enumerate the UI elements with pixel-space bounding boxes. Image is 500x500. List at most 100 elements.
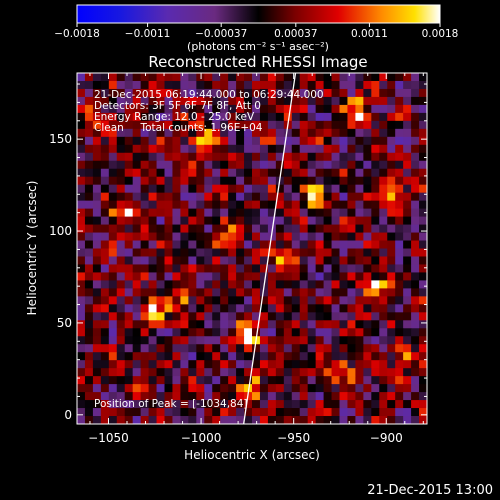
- heatmap-cell: [275, 352, 285, 361]
- heatmap-cell: [347, 280, 356, 289]
- heatmap-cell: [188, 360, 197, 369]
- heatmap-cell: [236, 280, 245, 289]
- heatmap-cell: [100, 224, 110, 233]
- heatmap-cell: [132, 120, 142, 130]
- heatmap-cell: [244, 376, 253, 385]
- heatmap-cell: [156, 264, 165, 273]
- heatmap-cell: [212, 136, 221, 146]
- heatmap-cell: [124, 88, 134, 98]
- heatmap-cell: [371, 352, 380, 361]
- heatmap-cell: [299, 152, 309, 162]
- heatmap-cell: [403, 128, 412, 138]
- heatmap-cell: [395, 400, 404, 409]
- heatmap-cell: [403, 296, 412, 305]
- y-tick-label: 100: [49, 224, 72, 238]
- heatmap-cell: [92, 392, 102, 401]
- heatmap-cell: [267, 73, 277, 82]
- x-axis-label: Heliocentric X (arcsec): [184, 448, 320, 462]
- heatmap-cell: [204, 176, 213, 186]
- heatmap-cell: [140, 360, 149, 369]
- heatmap-cell: [315, 336, 324, 345]
- heatmap-cell: [172, 344, 181, 353]
- heatmap-cell: [299, 216, 309, 225]
- heatmap-cell: [275, 200, 285, 210]
- heatmap-cell: [331, 168, 340, 178]
- heatmap-cell: [92, 168, 102, 178]
- heatmap-cell: [355, 128, 364, 138]
- heatmap-cell: [275, 168, 285, 178]
- heatmap-cell: [124, 80, 134, 90]
- heatmap-cell: [100, 368, 110, 377]
- heatmap-cell: [228, 104, 237, 114]
- heatmap-cell: [331, 240, 340, 249]
- heatmap-cell: [291, 408, 301, 417]
- heatmap-cell: [347, 112, 356, 122]
- heatmap-cell: [212, 360, 221, 369]
- heatmap-cell: [315, 352, 324, 361]
- heatmap-cell: [212, 256, 221, 265]
- heatmap-cell: [84, 408, 94, 417]
- heatmap-cell: [236, 336, 245, 345]
- heatmap-cell: [331, 192, 340, 202]
- heatmap-cell: [116, 176, 126, 186]
- heatmap-cell: [116, 112, 126, 122]
- heatmap-cell: [395, 184, 404, 194]
- heatmap-cell: [355, 136, 364, 146]
- heatmap-cell: [315, 224, 324, 233]
- heatmap-cell: [204, 272, 213, 281]
- heatmap-cell: [419, 152, 427, 162]
- heatmap-cell: [172, 240, 181, 249]
- heatmap-cell: [92, 384, 102, 393]
- heatmap-cell: [244, 144, 253, 154]
- heatmap-cell: [371, 192, 380, 202]
- heatmap-cell: [371, 376, 380, 385]
- heatmap-cell: [236, 328, 245, 337]
- heatmap-cell: [299, 73, 309, 82]
- heatmap-cell: [100, 184, 110, 194]
- heatmap-cell: [196, 272, 205, 281]
- heatmap-cell: [347, 144, 356, 154]
- heatmap-cell: [132, 152, 142, 162]
- heatmap-cell: [244, 160, 253, 170]
- heatmap-cell: [395, 264, 404, 273]
- heatmap-cell: [267, 280, 277, 289]
- heatmap-cell: [299, 80, 309, 90]
- heatmap-cell: [355, 240, 364, 249]
- heatmap-cell: [387, 96, 396, 106]
- heatmap-cell: [395, 272, 404, 281]
- heatmap-cell: [124, 344, 134, 353]
- heatmap-cell: [116, 168, 126, 178]
- heatmap-cell: [77, 136, 86, 146]
- heatmap-cell: [116, 344, 126, 353]
- heatmap-cell: [156, 408, 165, 417]
- heatmap-cell: [355, 416, 364, 424]
- heatmap-cell: [307, 368, 317, 377]
- heatmap-cell: [323, 128, 332, 138]
- heatmap-cell: [132, 408, 142, 417]
- heatmap-cell: [164, 312, 173, 321]
- heatmap-cell: [156, 208, 165, 217]
- heatmap-cell: [172, 120, 181, 130]
- heatmap-cell: [204, 73, 213, 82]
- heatmap-cell: [132, 376, 142, 385]
- heatmap-cell: [124, 160, 134, 170]
- heatmap-cell: [77, 232, 86, 241]
- heatmap-cell: [387, 368, 396, 377]
- heatmap-cell: [100, 192, 110, 202]
- heatmap-cell: [228, 232, 237, 241]
- heatmap-cell: [116, 136, 126, 146]
- heatmap-cell: [188, 200, 197, 210]
- heatmap-cell: [148, 288, 157, 297]
- heatmap-cell: [331, 176, 340, 186]
- heatmap-cell: [339, 344, 348, 353]
- heatmap-cell: [156, 280, 165, 289]
- heatmap-cell: [395, 144, 404, 154]
- heatmap-cell: [307, 152, 317, 162]
- heatmap-cell: [228, 400, 237, 409]
- heatmap-cell: [331, 408, 340, 417]
- heatmap-cell: [387, 304, 396, 313]
- heatmap-cell: [196, 192, 205, 202]
- heatmap-cell: [77, 96, 86, 106]
- heatmap-cell: [267, 368, 277, 377]
- heatmap-cell: [323, 208, 332, 217]
